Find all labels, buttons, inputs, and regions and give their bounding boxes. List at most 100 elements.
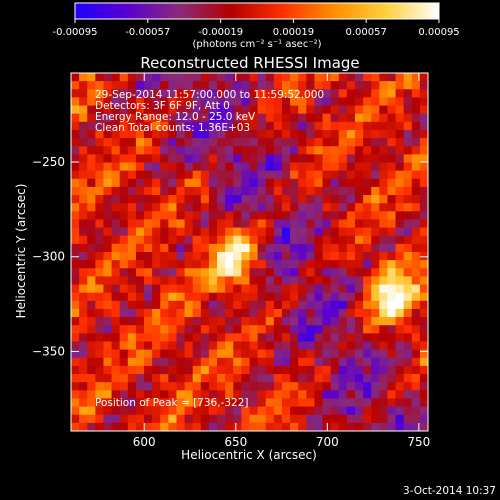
- heatmap-cell: [79, 219, 88, 229]
- heatmap-cell: [135, 162, 145, 172]
- heatmap-cell: [371, 89, 380, 99]
- heatmap-cell: [403, 276, 413, 286]
- heatmap-cell: [192, 81, 202, 90]
- heatmap-cell: [419, 292, 428, 302]
- heatmap-cell: [338, 219, 348, 229]
- heatmap-cell: [281, 113, 291, 123]
- heatmap-cell: [176, 308, 186, 318]
- heatmap-cell: [306, 73, 316, 82]
- heatmap-cell: [346, 235, 356, 245]
- heatmap-cell: [281, 195, 291, 204]
- heatmap-cell: [103, 398, 113, 408]
- heatmap-cell: [208, 129, 218, 139]
- heatmap-cell: [176, 252, 186, 261]
- heatmap-cell: [241, 260, 251, 269]
- heatmap-cell: [354, 243, 364, 253]
- heatmap-cell: [411, 333, 421, 343]
- heatmap-cell: [314, 292, 324, 302]
- heatmap-cell: [160, 178, 169, 188]
- heatmap-cell: [225, 89, 234, 99]
- heatmap-cell: [403, 97, 413, 107]
- heatmap-cell: [241, 138, 251, 147]
- heatmap-cell: [200, 341, 210, 351]
- heatmap-cell: [225, 73, 234, 82]
- heatmap-cell: [249, 414, 259, 424]
- heatmap-cell: [338, 203, 348, 212]
- heatmap-cell: [87, 243, 96, 253]
- heatmap-cell: [379, 146, 389, 155]
- heatmap-cell: [168, 414, 178, 424]
- heatmap-cell: [290, 317, 299, 326]
- heatmap-cell: [233, 390, 242, 400]
- colorbar-ticks: [74, 19, 440, 23]
- heatmap-cell: [403, 260, 413, 269]
- heatmap-cell: [354, 227, 364, 237]
- heatmap-cell: [184, 300, 194, 310]
- heatmap-cell: [233, 374, 242, 383]
- heatmap-cell: [217, 252, 226, 261]
- heatmap-cell: [338, 211, 348, 221]
- heatmap-cell: [395, 333, 405, 343]
- heatmap-cell: [160, 349, 169, 359]
- heatmap-cell: [111, 138, 121, 147]
- heatmap-cell: [403, 178, 413, 188]
- heatmap-cell: [225, 406, 234, 416]
- heatmap-cell: [103, 219, 113, 229]
- heatmap-cell: [233, 203, 242, 212]
- heatmap-cell: [225, 203, 234, 212]
- heatmap-cell: [395, 235, 405, 245]
- heatmap-cell: [168, 300, 178, 310]
- heatmap-cell: [200, 186, 210, 196]
- heatmap-cell: [257, 73, 267, 82]
- heatmap-cell: [330, 243, 340, 253]
- heatmap-cell: [265, 154, 275, 164]
- heatmap-cell: [346, 252, 356, 261]
- heatmap-cell: [233, 113, 242, 123]
- heatmap-cell: [411, 374, 421, 383]
- heatmap-cell: [225, 308, 234, 318]
- heatmap-cell: [314, 317, 324, 326]
- heatmap-cell: [192, 219, 202, 229]
- heatmap-cell: [290, 219, 299, 229]
- heatmap-cell: [135, 349, 145, 359]
- heatmap-cell: [200, 162, 210, 172]
- heatmap-cell: [338, 260, 348, 269]
- heatmap-cell: [411, 227, 421, 237]
- heatmap-cell: [265, 300, 275, 310]
- heatmap-cell: [290, 292, 299, 302]
- heatmap-cell: [208, 325, 218, 334]
- heatmap-cell: [387, 325, 397, 334]
- heatmap-cell: [322, 203, 332, 212]
- heatmap-cell: [103, 73, 113, 82]
- heatmap-cell: [306, 162, 316, 172]
- heatmap-cell: [79, 333, 88, 343]
- heatmap-cell: [338, 414, 348, 424]
- heatmap-cell: [217, 73, 226, 82]
- heatmap-cell: [111, 243, 121, 253]
- heatmap-cell: [71, 357, 80, 367]
- heatmap-cell: [71, 365, 80, 375]
- heatmap-cell: [273, 357, 283, 367]
- heatmap-cell: [176, 113, 186, 123]
- heatmap-cell: [144, 178, 153, 188]
- heatmap-cell: [79, 186, 88, 196]
- heatmap-cell: [257, 365, 267, 375]
- heatmap-cell: [346, 97, 356, 107]
- heatmap-cell: [403, 203, 413, 212]
- heatmap-cell: [200, 382, 210, 391]
- heatmap-cell: [363, 195, 372, 204]
- heatmap-cell: [265, 146, 275, 155]
- heatmap-cell: [346, 341, 356, 351]
- heatmap-cell: [306, 203, 316, 212]
- heatmap-cell: [144, 349, 153, 359]
- heatmap-cell: [265, 308, 275, 318]
- heatmap-cell: [208, 211, 218, 221]
- heatmap-cell: [144, 341, 153, 351]
- heatmap-cell: [176, 300, 186, 310]
- heatmap-cell: [208, 227, 218, 237]
- heatmap-cell: [103, 252, 113, 261]
- heatmap-cell: [95, 73, 105, 82]
- y-tick-labels: −250−300−350: [32, 155, 65, 358]
- heatmap-cell: [168, 113, 178, 123]
